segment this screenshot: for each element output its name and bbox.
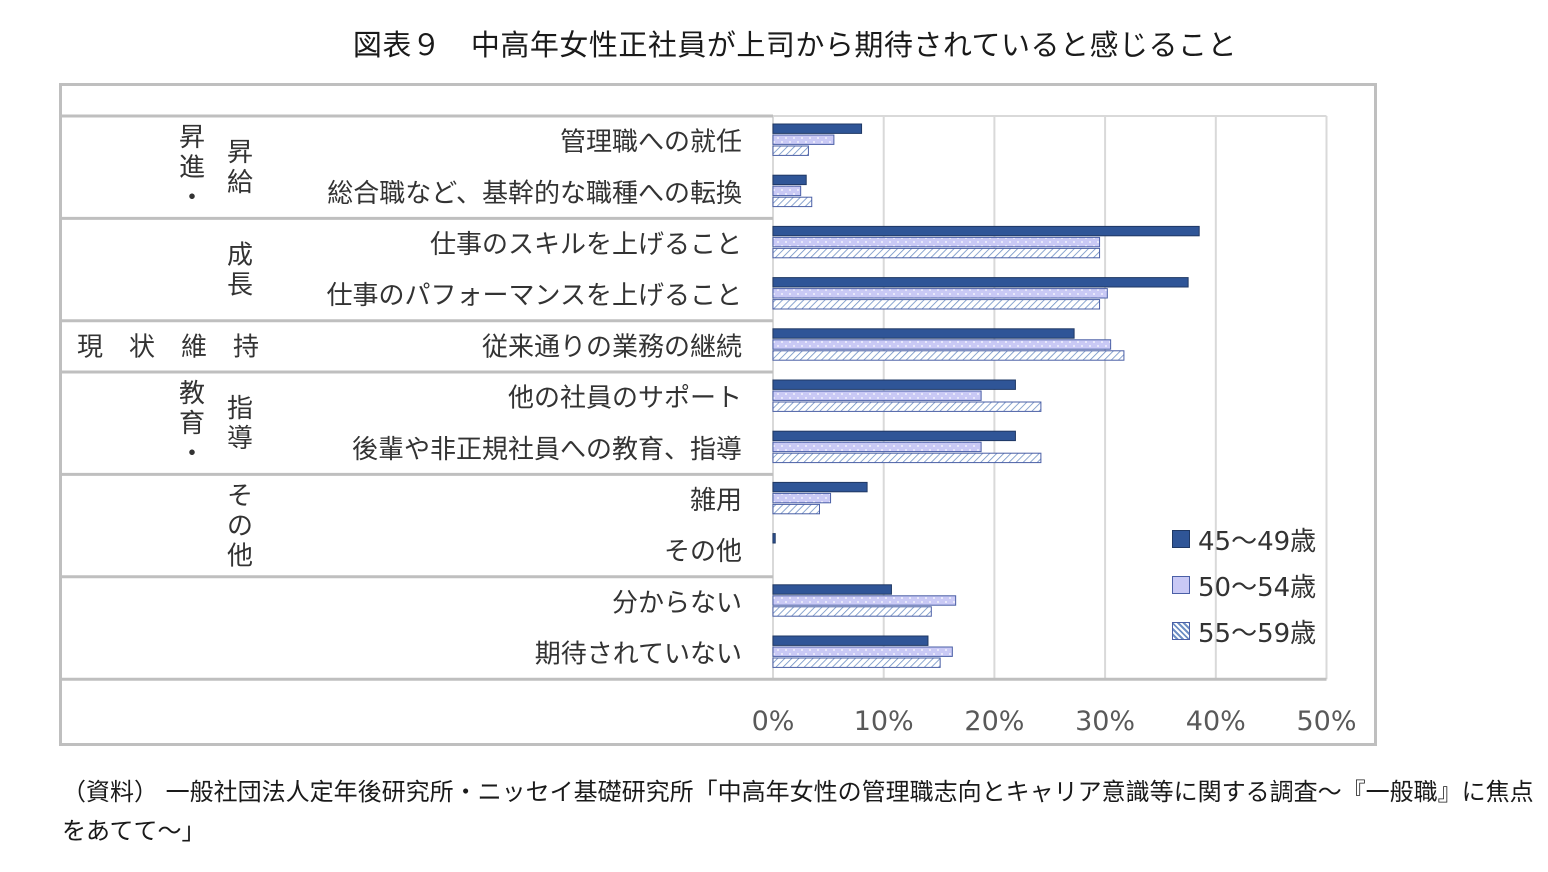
category-label: その他	[664, 537, 742, 567]
bar-55-59-9	[772, 606, 932, 617]
x-tick-label-3: 30%	[1075, 706, 1135, 737]
legend-item-45-49: 45～49歳	[1172, 516, 1316, 562]
bar-45-49-9	[772, 584, 892, 595]
x-tick-label-0: 0%	[752, 706, 795, 737]
legend-swatch-45-49	[1172, 530, 1190, 548]
bar-55-59-6	[772, 452, 1042, 464]
x-tick-label-5: 50%	[1296, 706, 1356, 737]
bar-55-59-5	[772, 401, 1042, 412]
legend-label-55-59: 55～59歳	[1198, 618, 1317, 649]
bar-50-54-2	[772, 236, 1101, 248]
bar-55-59-4	[772, 350, 1125, 361]
legend-swatch-55-59	[1172, 622, 1190, 640]
group-label-4: その他	[227, 482, 253, 572]
legend-item-50-54: 50～54歳	[1172, 562, 1316, 608]
bar-50-54-9	[772, 595, 957, 606]
bar-55-59-1	[772, 196, 813, 208]
bar-45-49-0	[772, 123, 863, 134]
source-note: （資料） 一般社団法人定年後研究所・ニッセイ基礎研究所「中高年女性の管理職志向と…	[62, 778, 1534, 845]
category-label: 管理職への就任	[560, 128, 742, 158]
category-label: 期待されていない	[535, 640, 742, 670]
chart-legend: 45～49歳 50～54歳 55～59歳	[1172, 516, 1316, 654]
bar-50-54-3	[772, 288, 1108, 299]
category-label: 雑用	[690, 486, 742, 516]
bar-50-54-6	[772, 441, 982, 453]
bar-55-59-3	[772, 299, 1101, 310]
x-tick-label-2: 20%	[964, 706, 1024, 737]
group-label-0: 昇給昇進・	[179, 123, 253, 213]
legend-label-45-49: 45～49歳	[1198, 526, 1317, 557]
bar-50-54-7	[772, 492, 832, 504]
legend-label-50-54: 50～54歳	[1198, 572, 1317, 603]
group-label-2: 現状維持	[77, 332, 259, 362]
category-label: 分からない	[612, 588, 742, 618]
x-tick-label-1: 10%	[854, 706, 914, 737]
bar-55-59-7	[772, 503, 820, 515]
group-label-3: 指導教育・	[179, 379, 253, 469]
chart-title: 図表９ 中高年女性正社員が上司から期待されていると感じること	[352, 28, 1238, 62]
group-label-1: 成長	[227, 241, 253, 301]
bar-45-49-7	[772, 481, 868, 493]
bar-55-59-2	[772, 247, 1101, 259]
bar-55-59-0	[772, 145, 809, 156]
category-label: 総合職など、基幹的な職種への転換	[327, 179, 742, 209]
bar-50-54-0	[772, 134, 835, 145]
bar-50-54-10	[772, 646, 953, 657]
bar-50-54-1	[772, 185, 802, 197]
category-label: 後輩や非正規社員への教育、指導	[352, 435, 742, 465]
bar-50-54-4	[772, 339, 1112, 350]
bar-50-54-5	[772, 390, 982, 401]
category-label: 従来通りの業務の継続	[482, 332, 742, 362]
bar-45-49-8	[772, 533, 776, 544]
category-label: 仕事のスキルを上げること	[430, 230, 742, 260]
bar-45-49-10	[772, 635, 929, 646]
category-label: 仕事のパフォーマンスを上げること	[327, 281, 742, 311]
legend-item-55-59: 55～59歳	[1172, 608, 1316, 654]
bar-45-49-3	[772, 277, 1189, 288]
bar-45-49-4	[772, 328, 1075, 339]
bar-45-49-5	[772, 379, 1016, 390]
category-label: 他の社員のサポート	[508, 384, 742, 414]
x-tick-label-4: 40%	[1186, 706, 1246, 737]
bar-45-49-2	[772, 225, 1200, 237]
bar-45-49-6	[772, 430, 1016, 442]
legend-swatch-50-54	[1172, 576, 1190, 594]
bar-55-59-10	[772, 657, 941, 668]
chart-frame	[59, 83, 1377, 746]
bar-45-49-1	[772, 174, 807, 186]
